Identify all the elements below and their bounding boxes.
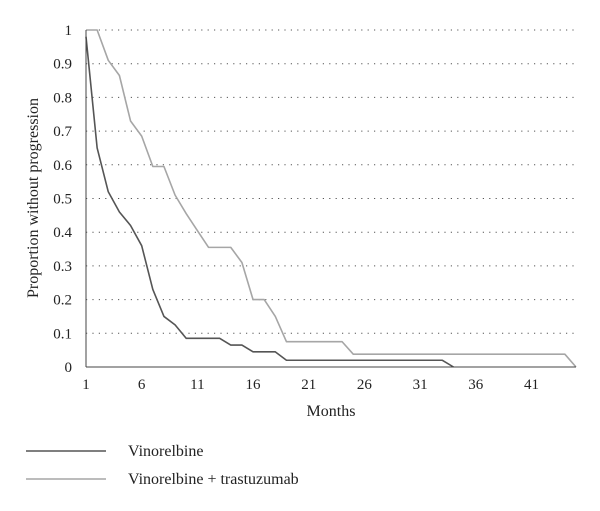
- y-tick-label: 0.1: [53, 326, 72, 342]
- x-tick-label: 16: [246, 377, 262, 393]
- x-tick-label: 6: [138, 377, 146, 393]
- y-tick-label: 0.3: [53, 259, 72, 275]
- x-tick-label: 31: [413, 377, 428, 393]
- y-tick-label: 0.4: [53, 225, 72, 241]
- legend-label-vinorelbine: Vinorelbine: [128, 443, 203, 460]
- x-tick-label: 21: [301, 377, 316, 393]
- y-tick-label: 0.8: [53, 90, 72, 106]
- x-tick-label: 41: [524, 377, 539, 393]
- x-tick-labels: 1 6 11 16 21 26 31 36 41: [82, 377, 539, 393]
- y-tick-label: 0.5: [53, 192, 72, 208]
- y-axis-label: Proportion without progression: [25, 98, 42, 298]
- legend: Vinorelbine Vinorelbine + trastuzumab: [26, 443, 299, 488]
- x-tick-label: 1: [82, 377, 90, 393]
- series-line-vinorelbine: [85, 36, 454, 368]
- y-tick-label: 0.2: [53, 293, 72, 309]
- y-tick-labels: 0 0.1 0.2 0.3 0.4 0.5 0.6 0.7 0.8 0.9 1: [53, 23, 72, 376]
- y-tick-label: 0.6: [53, 158, 72, 174]
- y-tick-label: 0.7: [53, 124, 72, 140]
- legend-label-vinorelbine-trastuzumab: Vinorelbine + trastuzumab: [128, 471, 299, 488]
- grid-lines: [86, 29, 576, 334]
- x-tick-label: 11: [190, 377, 204, 393]
- y-tick-label: 0.9: [53, 57, 72, 73]
- series-layer: [85, 29, 577, 368]
- y-tick-label: 1: [65, 23, 73, 39]
- x-tick-label: 26: [357, 377, 373, 393]
- x-axis-label: Months: [307, 403, 356, 420]
- axes: [85, 30, 576, 368]
- x-tick-label: 36: [468, 377, 484, 393]
- series-line-vinorelbine-trastuzumab: [86, 29, 577, 368]
- y-tick-label: 0: [65, 360, 73, 376]
